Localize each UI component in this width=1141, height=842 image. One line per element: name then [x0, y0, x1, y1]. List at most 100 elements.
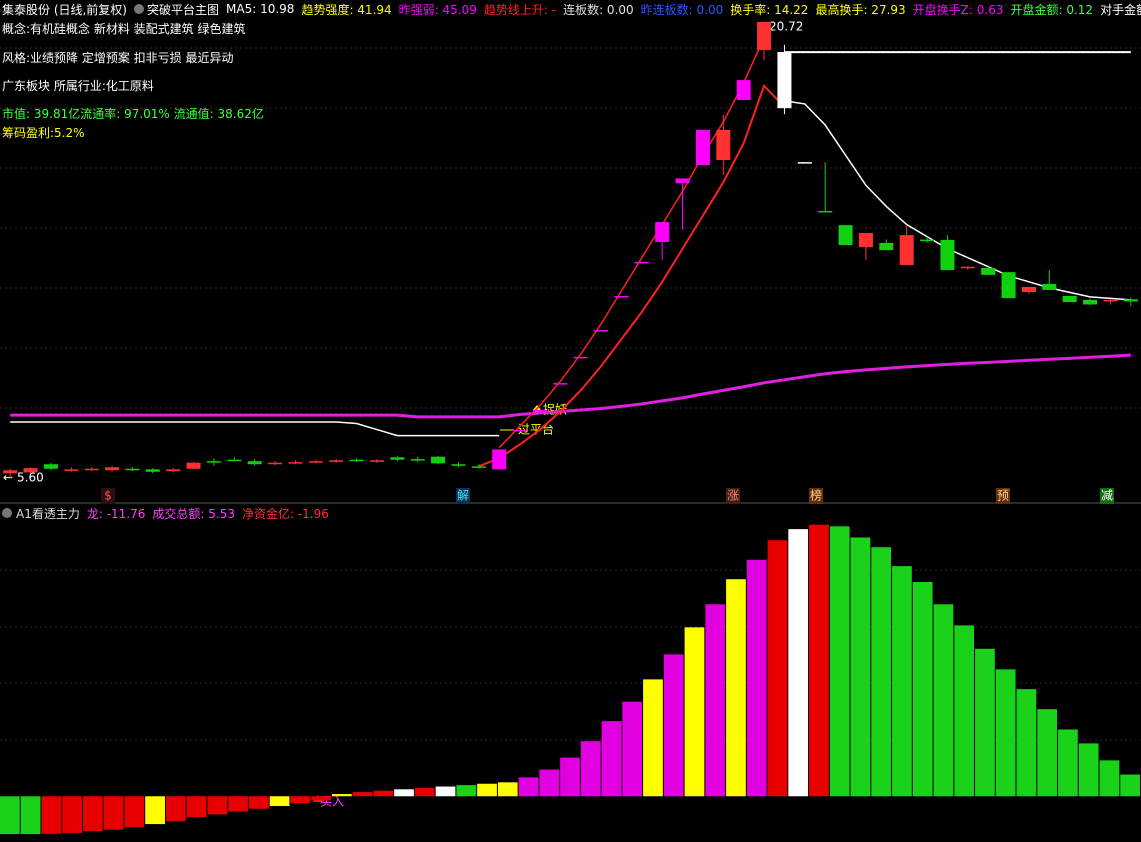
candle-body: [227, 459, 242, 462]
bar: [435, 786, 456, 797]
header-stat: 最高换手: 27.93: [815, 2, 906, 17]
bar: [601, 721, 622, 797]
bars: [0, 524, 1140, 835]
bar: [207, 796, 228, 815]
candle-body: [614, 295, 629, 298]
bar: [580, 741, 601, 797]
candle-body: [532, 409, 547, 412]
signal-box: [101, 488, 115, 504]
indicator-stat: 龙: -11.76: [86, 506, 146, 521]
header-stat: 开盘换手Z: 0.63: [912, 2, 1004, 17]
stock-name[interactable]: 集泰股份 (日线,前复权): [2, 2, 127, 17]
candle-body: [1021, 286, 1036, 293]
ma-line: [10, 353, 1131, 419]
bar: [705, 604, 726, 797]
candle-body: [23, 468, 38, 473]
signal-box: [456, 488, 470, 504]
candle-body: [675, 178, 690, 184]
candle-body: [471, 466, 486, 468]
bar: [269, 796, 290, 806]
candle-body: [695, 129, 710, 166]
signal-label: 解: [457, 489, 469, 503]
dropdown-icon[interactable]: [2, 508, 12, 518]
ma-line: [478, 83, 786, 468]
candle-body: [899, 235, 914, 265]
bar: [1099, 760, 1120, 797]
bar: [809, 524, 829, 797]
bar: [518, 777, 539, 797]
info-line: 广东板块 所属行业:化工原料: [2, 77, 154, 94]
candle-body: [573, 356, 588, 359]
bar: [1058, 729, 1078, 797]
candle-body: [166, 469, 181, 472]
bar: [829, 526, 850, 797]
info-line: 风格:业绩预降 定增预案 扣非亏损 最近异动: [2, 49, 234, 66]
candle-body: [1062, 295, 1077, 303]
signal-label: 榜: [810, 488, 822, 503]
signal-box: [809, 488, 823, 504]
candle-body: [3, 470, 18, 474]
ma-lines: [10, 37, 1131, 468]
header-stat: 连板数: 0.00: [563, 2, 634, 17]
bar: [539, 769, 560, 797]
low-arrow: ←: [3, 471, 13, 485]
bar: [643, 679, 663, 797]
bar: [414, 787, 435, 797]
signal-label: 预: [997, 489, 1009, 503]
info-line: 市值: 39.81亿流通率: 97.01% 流通值: 38.62亿: [2, 105, 264, 122]
indicator-stat: 净资金亿: -1.96: [241, 506, 329, 521]
candle-body: [206, 461, 221, 463]
candle-body: [186, 462, 201, 469]
candle-body: [329, 460, 344, 462]
candle-body: [879, 242, 894, 251]
bar: [145, 796, 165, 825]
bar: [746, 559, 767, 797]
bar: [892, 566, 912, 797]
header-stat: MA5: 10.98: [226, 2, 295, 16]
candle-body: [268, 462, 283, 465]
bar: [477, 783, 497, 797]
bar: [871, 547, 892, 797]
candle-body: [64, 469, 79, 471]
candle-body: [838, 225, 853, 246]
candle-body: [1001, 272, 1016, 299]
bar: [684, 627, 705, 797]
bar: [20, 796, 41, 835]
candle-body: [858, 232, 873, 248]
candle-body: [288, 462, 303, 464]
ma-line: [784, 100, 1131, 301]
indicator-name[interactable]: A1看透主力: [16, 506, 80, 521]
candle-body: [308, 461, 323, 463]
candle-body: [920, 239, 935, 242]
candle-body: [818, 210, 833, 213]
bar: [228, 796, 248, 812]
candle-body: [349, 459, 364, 462]
bar: [912, 582, 933, 797]
high-label: 20.72: [769, 20, 803, 34]
signal-box: [996, 488, 1010, 504]
candle-body: [247, 461, 262, 465]
candle-body: [1123, 299, 1138, 302]
candle-body: [940, 239, 955, 271]
dropdown-icon[interactable]: [134, 4, 144, 14]
ma-line: [10, 421, 500, 437]
info-text: 风格:业绩预降 定增预案 扣非亏损 最近异动: [2, 51, 234, 65]
candle-body: [369, 460, 384, 462]
bar: [290, 796, 311, 804]
bar: [726, 579, 746, 797]
info-text: 概念:有机硅概念 新材料 装配式建筑 绿色建筑: [2, 22, 246, 36]
bar: [186, 796, 207, 818]
sub-header: A1看透主力 龙: -11.76 成交总额: 5.53 净资金亿: -1.96: [2, 505, 329, 521]
candle-body: [757, 21, 772, 50]
bar: [560, 757, 580, 797]
header-stat: 昨连板数: 0.00: [640, 2, 724, 17]
candle-body: [512, 429, 527, 432]
low-label: 5.60: [17, 471, 44, 485]
annotation: 过平台: [518, 422, 554, 437]
candle-body: [634, 261, 649, 264]
indicator-name[interactable]: 突破平台主图: [147, 2, 220, 17]
signal-box: [1100, 488, 1114, 504]
candle-body: [410, 459, 425, 461]
candle-body: [1083, 299, 1098, 305]
